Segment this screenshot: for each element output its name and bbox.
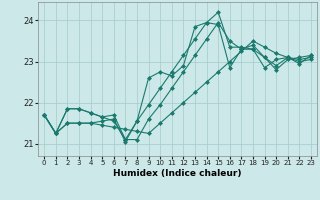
- X-axis label: Humidex (Indice chaleur): Humidex (Indice chaleur): [113, 169, 242, 178]
